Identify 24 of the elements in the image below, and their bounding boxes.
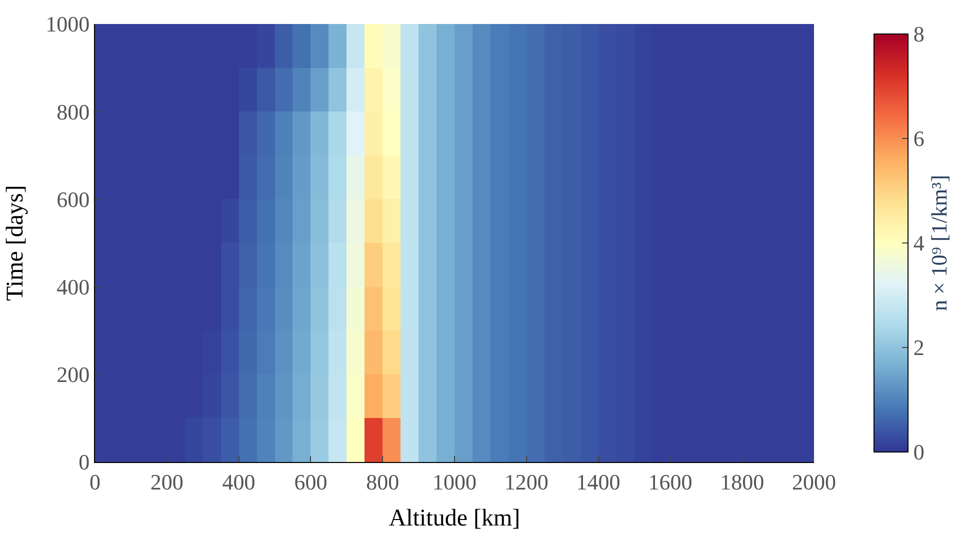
color-bar-label: 2 — [913, 335, 924, 360]
x-axis-title: Altitude [km] — [388, 506, 520, 532]
x-tick-label: 1200 — [504, 469, 548, 494]
color-bar-label: 0 — [913, 440, 924, 465]
x-tick-label: 800 — [366, 469, 400, 494]
x-tick-label: 1800 — [720, 469, 764, 494]
x-tick-label: 1600 — [648, 469, 692, 494]
y-tick-label: 200 — [56, 362, 90, 388]
x-tick-label: 600 — [294, 469, 328, 494]
x-tick-label: 400 — [222, 469, 256, 494]
y-axis-title: Time [days] — [2, 185, 29, 301]
x-tick-label: 2000 — [792, 469, 836, 494]
x-tick-label: 1400 — [576, 469, 620, 494]
y-tick-label: 800 — [56, 99, 90, 124]
x-tick-label: 200 — [150, 469, 184, 494]
x-tick-label: 1000 — [432, 469, 476, 494]
color-bar-label: 4 — [913, 230, 924, 256]
color-bar-label: 6 — [913, 126, 924, 152]
color-bar-title: n × 10⁹ [1/km³] — [926, 174, 952, 312]
color-bar-label: 8 — [913, 22, 924, 47]
y-tick-label: 600 — [56, 186, 90, 212]
y-tick-label: 400 — [56, 274, 90, 300]
y-tick-label: 1000 — [46, 12, 90, 37]
y-tick-label: 0 — [78, 450, 90, 475]
